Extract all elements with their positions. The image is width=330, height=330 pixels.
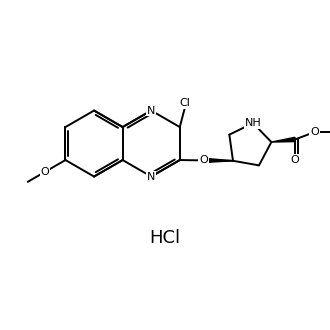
Text: O: O xyxy=(291,155,300,165)
Text: O: O xyxy=(310,127,319,137)
Text: O: O xyxy=(199,155,208,165)
Polygon shape xyxy=(271,137,295,142)
Text: HCl: HCl xyxy=(149,229,181,247)
Text: N: N xyxy=(147,172,155,182)
Text: NH: NH xyxy=(245,118,261,128)
Polygon shape xyxy=(204,158,233,163)
Text: O: O xyxy=(41,167,49,177)
Text: Cl: Cl xyxy=(179,98,190,108)
Text: N: N xyxy=(147,106,155,116)
